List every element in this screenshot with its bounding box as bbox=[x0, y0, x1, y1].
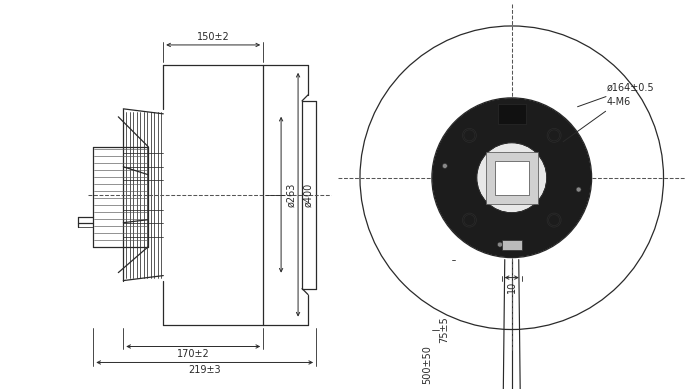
Text: ø400: ø400 bbox=[303, 183, 313, 207]
Circle shape bbox=[477, 143, 547, 213]
Text: 170±2: 170±2 bbox=[177, 349, 210, 360]
Bar bbox=[495, 161, 529, 195]
Text: 150±2: 150±2 bbox=[196, 32, 229, 42]
Circle shape bbox=[433, 99, 591, 257]
Circle shape bbox=[576, 187, 581, 192]
Bar bbox=[498, 104, 526, 124]
Text: 219±3: 219±3 bbox=[188, 365, 221, 376]
Bar bbox=[486, 152, 538, 204]
Circle shape bbox=[549, 130, 560, 141]
Bar bbox=[502, 239, 521, 250]
Text: 75±5: 75±5 bbox=[439, 317, 449, 343]
Circle shape bbox=[464, 215, 475, 225]
Text: 10: 10 bbox=[507, 280, 517, 293]
Circle shape bbox=[549, 215, 560, 225]
Text: 500±50: 500±50 bbox=[422, 346, 432, 385]
Circle shape bbox=[497, 242, 502, 247]
Text: ø164±0.5: ø164±0.5 bbox=[578, 83, 654, 107]
Circle shape bbox=[521, 108, 526, 113]
Text: ø263: ø263 bbox=[286, 183, 296, 207]
Circle shape bbox=[464, 130, 475, 141]
Text: 4-M6: 4-M6 bbox=[563, 97, 631, 142]
Circle shape bbox=[442, 163, 447, 168]
